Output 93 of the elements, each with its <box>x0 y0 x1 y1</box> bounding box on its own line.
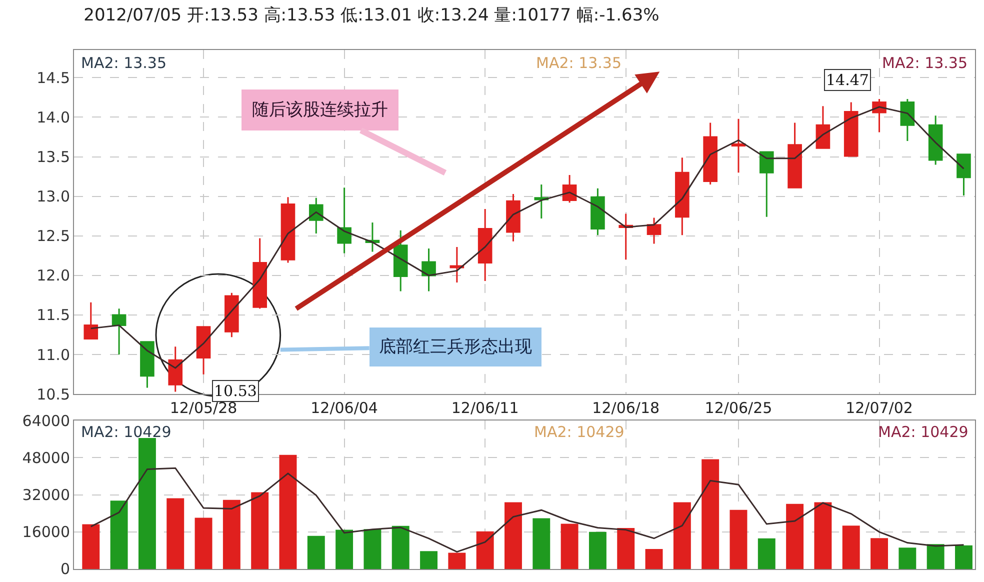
chart-title: 2012/07/05 开:13.53 高:13.53 低:13.01 收:13.24 量:10177 幅:-1.63% <box>84 6 660 26</box>
x-tick-label: 12/05/28 <box>170 399 238 418</box>
candlestick <box>365 222 380 252</box>
y-tick-label: 11.5 <box>36 306 70 324</box>
annotation: MA2: 10429 <box>878 423 968 441</box>
bar <box>420 551 438 569</box>
bar <box>926 544 944 569</box>
bar <box>448 552 466 569</box>
candlestick <box>393 230 408 292</box>
bar <box>898 548 916 569</box>
bar <box>392 526 410 569</box>
bar <box>504 502 522 569</box>
x-tick-label: 12/06/04 <box>310 399 378 418</box>
y-tick-label: 14.0 <box>36 108 70 126</box>
candlestick <box>224 292 239 338</box>
candlestick <box>280 196 296 264</box>
y-tick-label: 0 <box>60 560 70 578</box>
candlestick <box>196 326 211 376</box>
candlestick <box>534 184 549 220</box>
y-tick-label: 11.0 <box>36 346 70 364</box>
bar <box>307 536 325 569</box>
candlestick <box>675 156 690 236</box>
candlestick <box>506 193 520 242</box>
annotation: MA2: 13.35 <box>81 54 167 72</box>
annotation: MA2: 13.35 <box>536 54 622 72</box>
annotation: 随后该股连续拉升 <box>252 100 388 120</box>
bar <box>532 518 550 569</box>
y-tick-label: 16000 <box>22 523 70 542</box>
candlestick <box>844 101 858 157</box>
candlestick <box>168 346 183 392</box>
candlestick <box>759 151 774 218</box>
candlestick <box>252 238 267 310</box>
y-tick-label: 12.5 <box>36 227 70 246</box>
bar <box>870 538 888 569</box>
candlestick <box>450 246 464 284</box>
bar <box>702 459 720 569</box>
candlestick <box>731 118 746 174</box>
x-tick-label: 12/07/02 <box>846 399 913 418</box>
bar <box>364 529 382 569</box>
y-tick-label: 48000 <box>22 448 70 467</box>
annotation: 10.53 <box>214 382 257 400</box>
y-tick-label: 10.5 <box>36 385 70 404</box>
bar <box>82 524 100 569</box>
bar <box>138 438 156 569</box>
x-tick-label: 12/06/25 <box>704 399 772 418</box>
annotation: MA2: 13.35 <box>882 54 968 72</box>
y-tick-label: 12.0 <box>36 266 70 285</box>
y-tick-label: 13.0 <box>36 188 70 206</box>
bar <box>279 454 297 569</box>
bar <box>194 518 212 569</box>
bar <box>758 538 776 569</box>
bar <box>814 502 832 569</box>
candlestick <box>788 122 802 188</box>
candlestick <box>900 98 915 142</box>
bar <box>617 528 635 569</box>
bar <box>222 500 240 569</box>
annotation: MA2: 10429 <box>81 423 172 441</box>
annotation: MA2: 10429 <box>534 423 624 441</box>
candlestick <box>112 308 126 356</box>
bar <box>786 504 804 569</box>
candlestick <box>956 154 971 196</box>
candlestick <box>140 341 154 389</box>
candlestick <box>928 114 943 166</box>
bar <box>730 510 748 569</box>
y-tick-label: 64000 <box>22 412 70 430</box>
bar <box>476 531 494 569</box>
bar <box>645 549 663 569</box>
candlestick <box>646 216 662 245</box>
line-series <box>90 467 964 553</box>
bar <box>842 526 860 569</box>
candlestick <box>337 186 352 254</box>
y-tick-label: 32000 <box>22 486 70 504</box>
candlestick <box>590 188 605 236</box>
bar <box>251 492 269 569</box>
candlestick <box>618 212 634 260</box>
candlestick <box>84 302 98 340</box>
annotation: 14.47 <box>826 71 869 89</box>
bar <box>166 498 184 569</box>
y-tick-label: 13.5 <box>36 148 70 166</box>
bar <box>336 530 354 569</box>
x-tick-label: 12/06/18 <box>592 399 660 418</box>
bar <box>588 532 606 569</box>
bar <box>110 500 128 569</box>
y-tick-label: 14.5 <box>36 68 70 87</box>
bar <box>673 502 691 569</box>
candlestick <box>703 122 718 186</box>
annotation: 底部红三兵形态出现 <box>379 337 532 357</box>
candlestick <box>478 208 492 282</box>
x-tick-label: 12/06/11 <box>451 399 519 418</box>
candlestick <box>422 248 436 292</box>
candlestick <box>816 105 830 149</box>
bar <box>955 545 972 569</box>
bar <box>560 524 578 569</box>
